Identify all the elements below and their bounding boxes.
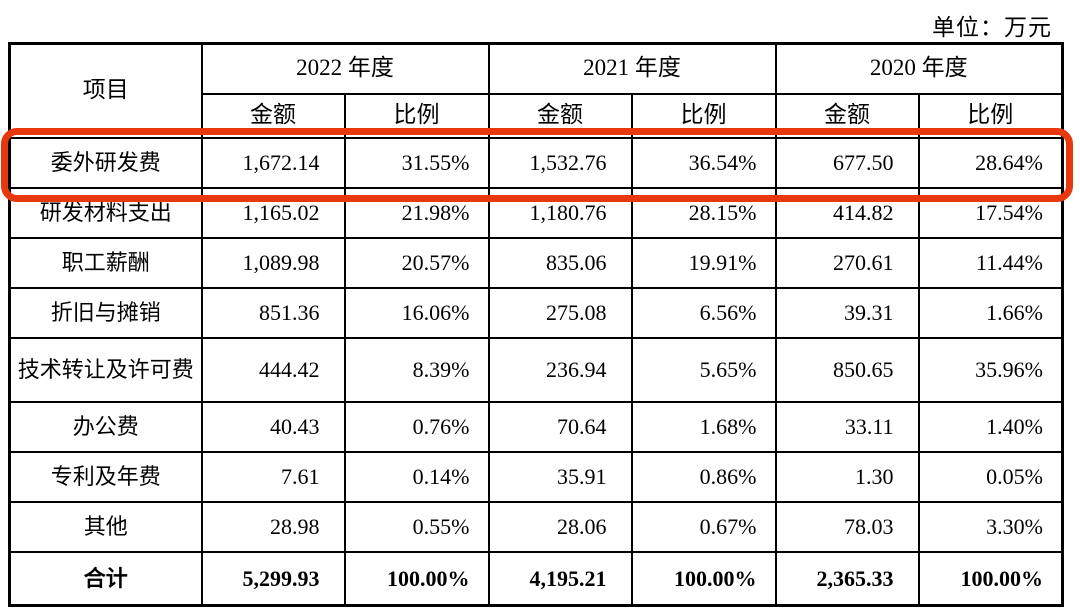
row-cell: 7.61 [200, 450, 346, 503]
row-cell: 1.68% [630, 400, 777, 453]
table-row: 职工薪酬 1,089.98 20.57% 835.06 19.91% 270.6… [8, 236, 1064, 289]
row-cell: 0.76% [343, 400, 490, 453]
row-cell: 78.03 [774, 500, 920, 553]
row-item-label: 专利及年费 [8, 450, 203, 503]
row-cell: 0.05% [917, 450, 1064, 503]
column-header-ratio-2022: 比例 [343, 92, 490, 139]
row-cell: 0.55% [343, 500, 490, 553]
row-cell: 0.86% [630, 450, 777, 503]
row-cell: 236.94 [487, 336, 633, 403]
column-header-ratio-2020: 比例 [917, 92, 1064, 139]
total-cell: 100.00% [630, 550, 777, 607]
row-cell: 850.65 [774, 336, 920, 403]
row-cell: 0.14% [343, 450, 490, 503]
table-total-row: 合计 5,299.93 100.00% 4,195.21 100.00% 2,3… [8, 550, 1064, 607]
row-cell: 444.42 [200, 336, 346, 403]
row-cell: 270.61 [774, 236, 920, 289]
unit-label: 单位：万元 [932, 15, 1052, 40]
row-cell: 33.11 [774, 400, 920, 453]
row-cell: 17.54% [917, 186, 1064, 239]
row-cell: 28.98 [200, 500, 346, 553]
row-cell: 1,532.76 [487, 136, 633, 189]
row-cell: 35.91 [487, 450, 633, 503]
table-row: 专利及年费 7.61 0.14% 35.91 0.86% 1.30 0.05% [8, 450, 1064, 503]
row-item-label: 折旧与摊销 [8, 286, 203, 339]
row-cell: 11.44% [917, 236, 1064, 289]
row-cell: 5.65% [630, 336, 777, 403]
row-cell: 851.36 [200, 286, 346, 339]
row-item-label: 办公费 [8, 400, 203, 453]
column-header-item: 项目 [8, 42, 203, 139]
row-cell: 835.06 [487, 236, 633, 289]
column-header-amount-2022: 金额 [200, 92, 346, 139]
total-cell: 100.00% [343, 550, 490, 607]
table-header-row-years: 项目 2022 年度 2021 年度 2020 年度 [8, 42, 1064, 139]
row-cell: 36.54% [630, 136, 777, 189]
column-header-year-2020: 2020 年度 [774, 42, 1064, 95]
total-row-label: 合计 [8, 550, 203, 607]
row-cell: 28.15% [630, 186, 777, 239]
row-cell: 8.39% [343, 336, 490, 403]
table-row: 技术转让及许可费 444.42 8.39% 236.94 5.65% 850.6… [8, 336, 1064, 403]
row-item-label: 技术转让及许可费 [8, 336, 203, 403]
row-cell: 414.82 [774, 186, 920, 239]
total-cell: 5,299.93 [200, 550, 346, 607]
row-cell: 677.50 [774, 136, 920, 189]
table-row: 研发材料支出 1,165.02 21.98% 1,180.76 28.15% 4… [8, 186, 1064, 239]
row-cell: 21.98% [343, 186, 490, 239]
row-cell: 1,672.14 [200, 136, 346, 189]
table-row: 折旧与摊销 851.36 16.06% 275.08 6.56% 39.31 1… [8, 286, 1064, 339]
rd-expense-table: 项目 2022 年度 2021 年度 2020 年度 金额 比例 金额 比例 金… [8, 42, 1064, 607]
row-cell: 1.66% [917, 286, 1064, 339]
row-cell: 70.64 [487, 400, 633, 453]
column-header-amount-2021: 金额 [487, 92, 633, 139]
total-cell: 4,195.21 [487, 550, 633, 607]
row-cell: 3.30% [917, 500, 1064, 553]
row-cell: 1.30 [774, 450, 920, 503]
row-cell: 1,165.02 [200, 186, 346, 239]
row-cell: 0.67% [630, 500, 777, 553]
row-cell: 31.55% [343, 136, 490, 189]
row-item-label: 职工薪酬 [8, 236, 203, 289]
row-cell: 35.96% [917, 336, 1064, 403]
row-cell: 20.57% [343, 236, 490, 289]
row-cell: 19.91% [630, 236, 777, 289]
row-item-label: 研发材料支出 [8, 186, 203, 239]
row-item-label: 委外研发费 [8, 136, 203, 189]
row-cell: 6.56% [630, 286, 777, 339]
table-row: 委外研发费 1,672.14 31.55% 1,532.76 36.54% 67… [8, 136, 1064, 189]
row-cell: 40.43 [200, 400, 346, 453]
column-header-year-2021: 2021 年度 [487, 42, 777, 95]
row-cell: 1.40% [917, 400, 1064, 453]
table-row: 其他 28.98 0.55% 28.06 0.67% 78.03 3.30% [8, 500, 1064, 553]
total-cell: 2,365.33 [774, 550, 920, 607]
row-cell: 16.06% [343, 286, 490, 339]
column-header-ratio-2021: 比例 [630, 92, 777, 139]
row-cell: 39.31 [774, 286, 920, 339]
row-cell: 275.08 [487, 286, 633, 339]
column-header-year-2022: 2022 年度 [200, 42, 490, 95]
table-row: 办公费 40.43 0.76% 70.64 1.68% 33.11 1.40% [8, 400, 1064, 453]
row-cell: 1,180.76 [487, 186, 633, 239]
row-cell: 28.06 [487, 500, 633, 553]
total-cell: 100.00% [917, 550, 1064, 607]
row-cell: 1,089.98 [200, 236, 346, 289]
row-cell: 28.64% [917, 136, 1064, 189]
column-header-amount-2020: 金额 [774, 92, 920, 139]
row-item-label: 其他 [8, 500, 203, 553]
